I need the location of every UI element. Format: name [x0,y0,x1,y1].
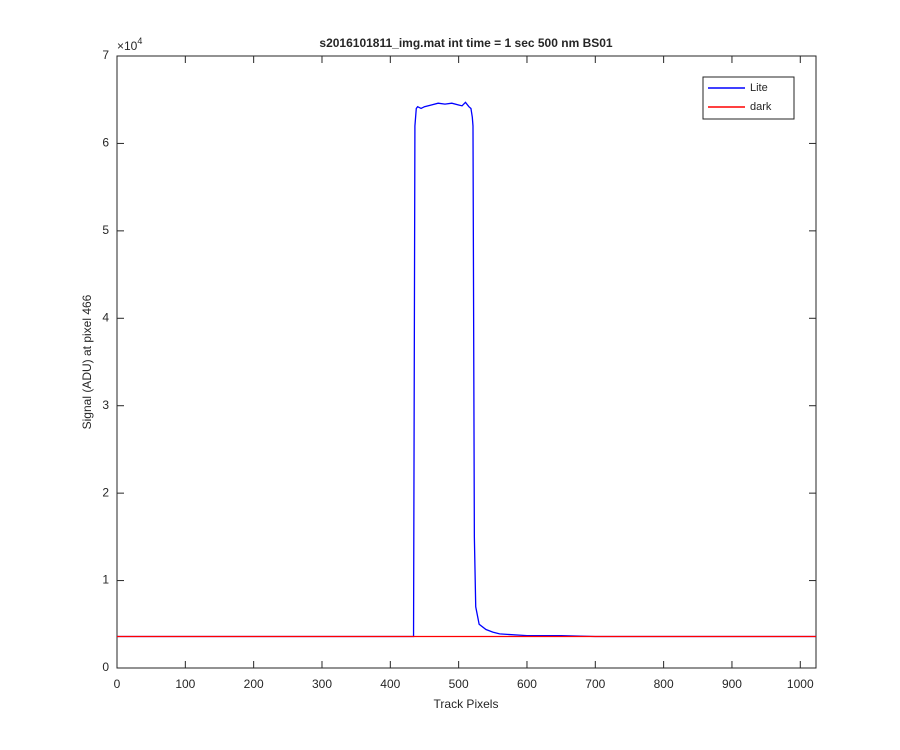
series-line [117,101,816,638]
x-axis-label: Track Pixels [434,697,499,711]
plot-box [116,55,817,669]
y-multiplier-base: ×10 [117,39,138,53]
chart-title: s2016101811_img.mat int time = 1 sec 500… [319,36,613,50]
x-tick-label: 200 [244,677,264,691]
x-tick-label: 0 [114,677,121,691]
y-tick-label: 4 [102,310,109,324]
x-tick-label: 900 [722,677,742,691]
y-multiplier: ×104 [117,36,142,53]
y-multiplier-exponent: 4 [137,36,142,46]
x-tick-label: 600 [517,677,537,691]
legend-label: Lite [750,82,768,94]
y-tick-label: 6 [102,136,109,150]
y-tick-label: 5 [102,223,109,237]
x-tick-label: 700 [585,677,605,691]
x-tick-label: 500 [449,677,469,691]
x-tick-label: 300 [312,677,332,691]
y-tick-label: 1 [102,573,109,587]
x-tick-label: 400 [380,677,400,691]
y-tick-label: 3 [102,398,109,412]
legend-label: dark [750,101,772,113]
y-tick-label: 2 [102,485,109,499]
legend-box [702,76,795,120]
x-tick-label: 100 [175,677,195,691]
x-tick-label: 1000 [787,677,814,691]
x-tick-label: 800 [654,677,674,691]
y-tick-label: 7 [102,48,109,62]
y-axis-label: Signal (ADU) at pixel 466 [80,294,94,429]
y-tick-label: 0 [102,660,109,674]
